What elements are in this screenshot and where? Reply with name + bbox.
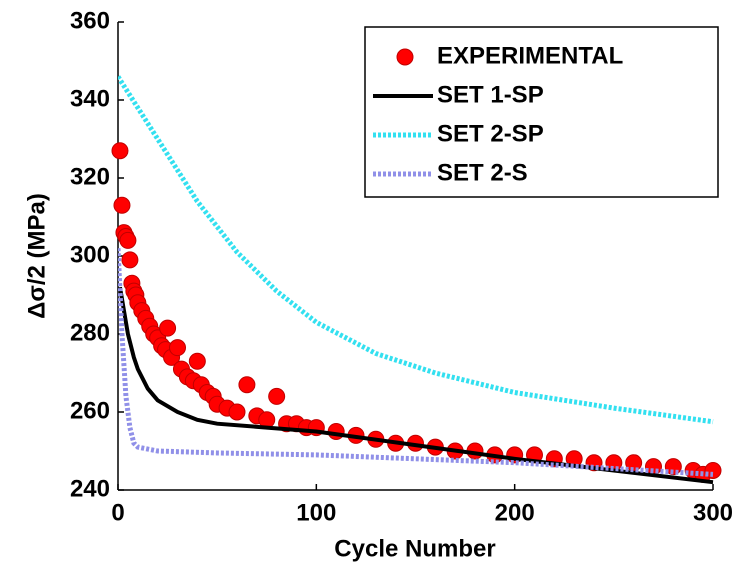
legend-marker (396, 48, 414, 66)
x-tick-label: 0 (111, 499, 124, 526)
data-point (169, 339, 186, 357)
series-line (118, 75, 714, 425)
data-point (121, 251, 139, 269)
x-tick-label: 300 (693, 499, 733, 526)
y-tick-label: 280 (70, 319, 110, 346)
legend-box (364, 26, 719, 198)
data-point (119, 231, 137, 249)
data-point (625, 454, 643, 472)
legend-label: SET 2-SP (437, 120, 544, 147)
data-point (111, 142, 129, 160)
data-point (159, 319, 177, 337)
x-tick-label: 200 (495, 499, 535, 526)
legend-label: EXPERIMENTAL (437, 42, 623, 69)
y-tick-label: 340 (70, 85, 110, 112)
data-point (268, 387, 286, 405)
data-point (113, 196, 131, 214)
data-point (188, 352, 206, 370)
y-tick-label: 240 (70, 475, 110, 502)
series-line (118, 248, 714, 477)
data-point (228, 403, 246, 421)
data-point (238, 376, 256, 394)
legend-label: SET 1-SP (437, 81, 544, 108)
y-tick-label: 300 (70, 241, 110, 268)
x-tick-label: 100 (296, 499, 336, 526)
data-point (704, 462, 722, 479)
y-tick-label: 360 (70, 7, 110, 34)
x-axis-title: Cycle Number (334, 535, 495, 562)
y-tick-label: 260 (70, 397, 110, 424)
legend-label: SET 2-S (437, 159, 528, 186)
y-axis-title: Δσ/2 (MPa) (23, 193, 50, 319)
y-tick-label: 320 (70, 163, 110, 190)
series-line (118, 286, 714, 485)
